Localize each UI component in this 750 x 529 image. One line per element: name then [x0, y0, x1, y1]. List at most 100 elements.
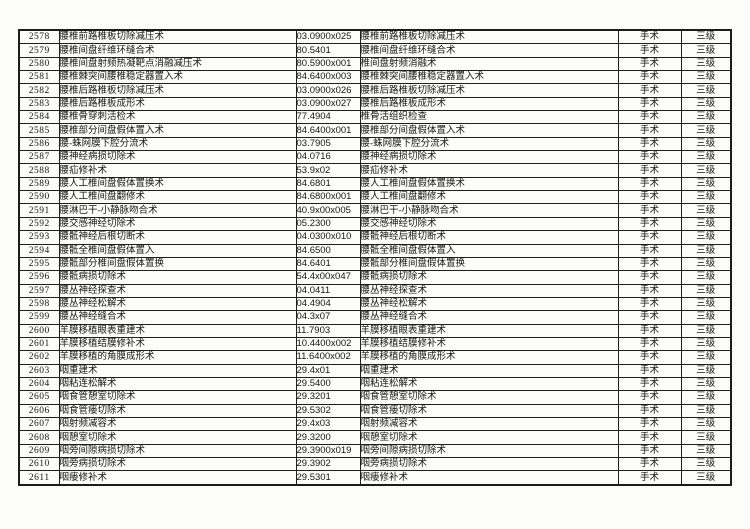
standard-name-cell: 腰丛神经缝合术: [359, 310, 619, 325]
row-number-cell: 2610: [18, 457, 60, 472]
procedure-code-cell: 29.3200: [295, 430, 361, 445]
procedure-code-cell: 84.6401: [295, 256, 361, 272]
procedure-code-cell: 04.0716: [295, 150, 361, 165]
procedure-code-cell: 29.5302: [295, 403, 361, 418]
procedure-code-cell: 29.4x03: [295, 416, 361, 432]
standard-name-cell: 咽粘连松解术: [359, 376, 619, 392]
table-row: 2605 咽食管憩室切除术 29.3201 咽食管憩室切除术 手术 三级: [18, 390, 732, 405]
category-cell: 手术: [617, 403, 682, 418]
level-cell: 三级: [680, 283, 732, 298]
level-cell: 三级: [680, 416, 732, 432]
table-row: 2603 咽重建术 29.4x01 咽重建术 手术 三级: [18, 363, 732, 378]
category-cell: 手术: [617, 176, 682, 192]
standard-name-cell: 腰椎前路椎板切除减压术: [359, 29, 619, 45]
procedure-code-cell: 29.5400: [295, 376, 361, 392]
standard-name-cell: 羊膜移植结膜修补术: [359, 336, 619, 352]
level-cell: 三级: [680, 56, 732, 72]
level-cell: 三级: [680, 363, 732, 378]
level-cell: 三级: [680, 123, 732, 138]
category-cell: 手术: [617, 96, 682, 112]
row-number-cell: 2579: [18, 43, 60, 58]
category-cell: 手术: [617, 430, 682, 445]
procedure-name-cell: 咽憩室切除术: [58, 430, 297, 445]
procedure-name-cell: 羊膜移植眼表重建术: [58, 323, 297, 338]
category-cell: 手术: [617, 43, 682, 58]
level-cell: 三级: [680, 430, 732, 445]
row-number-cell: 2580: [18, 56, 60, 72]
category-cell: 手术: [617, 123, 682, 138]
procedure-code-cell: 04.3x07: [295, 310, 361, 325]
procedure-name-cell: 腰椎间盘射频热凝靶点消融减压术: [58, 56, 297, 72]
procedure-name-cell: 腰椎部分间盘假体置入术: [58, 123, 297, 138]
level-cell: 三级: [680, 443, 732, 459]
row-number-cell: 2602: [18, 350, 60, 365]
table-row: 2608 咽憩室切除术 29.3200 咽憩室切除术 手术 三级: [18, 430, 732, 445]
row-number-cell: 2581: [18, 70, 60, 85]
row-number-cell: 2583: [18, 96, 60, 112]
standard-name-cell: 腰丛神经松解术: [359, 296, 619, 312]
procedure-name-cell: 腰丛神经探查术: [58, 283, 297, 298]
category-cell: 手术: [617, 163, 682, 178]
procedure-name-cell: 咽粘连松解术: [58, 376, 297, 392]
row-number-cell: 2589: [18, 176, 60, 192]
standard-name-cell: 腰椎后路椎板切除减压术: [359, 83, 619, 98]
row-number-cell: 2598: [18, 296, 60, 312]
standard-name-cell: 咽瘘修补术: [359, 470, 619, 486]
procedure-name-cell: 咽旁病损切除术: [58, 457, 297, 472]
row-number-cell: 2591: [18, 203, 60, 218]
table-row: 2578 腰椎前路椎板切除减压术 03.0900x025 腰椎前路椎板切除减压术 手术三…: [18, 29, 732, 45]
procedure-code-cell: 05.2300: [295, 216, 361, 232]
category-cell: 手术: [617, 416, 682, 432]
category-cell: 手术: [617, 336, 682, 352]
category-cell: 手术: [617, 70, 682, 85]
standard-name-cell: 椎骨活组织检查: [359, 110, 619, 125]
procedure-name-cell: 咽瘘修补术: [58, 470, 297, 486]
category-cell: 手术: [617, 190, 682, 205]
table-row: 2611 咽瘘修补术 29.5301 咽瘘修补术 手术 三级: [18, 470, 732, 486]
category-cell: 手术: [617, 216, 682, 232]
procedure-code-cell: 11.6400x002: [295, 350, 361, 365]
standard-name-cell: 咽食管瘘切除术: [359, 403, 619, 418]
level-cell: 三级: [680, 96, 732, 112]
procedure-name-cell: 咽重建术: [58, 363, 297, 378]
table-row: 2601 羊膜移植结膜修补术 10.4400x002 羊膜移植结膜修补术 手术 三级: [18, 336, 732, 352]
table-row: 2585 腰椎部分间盘假体置入术 84.6400x001 腰椎部分间盘假体置入术 手术三…: [18, 123, 732, 138]
level-cell: 三级: [680, 243, 732, 258]
table-row: 2599 腰丛神经缝合术 04.3x07 腰丛神经缝合术 手术 三级: [18, 310, 732, 325]
table-row: 2586 腰-蛛网膜下腔分流术 03.7905 腰-蛛网膜下腔分流术 手术 三级: [18, 136, 732, 152]
level-cell: 三级: [680, 176, 732, 192]
category-cell: 手术: [617, 150, 682, 165]
level-cell: 三级: [680, 216, 732, 232]
procedure-code-cell: 80.5900x001: [295, 56, 361, 72]
standard-name-cell: 咽旁病损切除术: [359, 457, 619, 472]
standard-name-cell: 腰淋巴干-小静脉吻合术: [359, 203, 619, 218]
category-cell: 手术: [617, 390, 682, 405]
procedure-code-cell: 10.4400x002: [295, 336, 361, 352]
procedure-name-cell: 腰骶全椎间盘假体置入: [58, 243, 297, 258]
table-row: 2609 咽旁间隙病损切除术 29.3900x019 咽旁间隙病损切除术 手术 三级: [18, 443, 732, 459]
category-cell: 手术: [617, 470, 682, 486]
table-row: 2606 咽食管瘘切除术 29.5302 咽食管瘘切除术 手术 三级: [18, 403, 732, 418]
procedure-code-cell: 29.4x01: [295, 363, 361, 378]
row-number-cell: 2584: [18, 110, 60, 125]
standard-name-cell: 腰骶神经后根切断术: [359, 230, 619, 245]
table-row: 2593 腰骶神经后根切断术 04.0300x010 腰骶神经后根切断术 手术 三级: [18, 230, 732, 245]
category-cell: 手术: [617, 83, 682, 98]
table-row: 2598 腰丛神经松解术 04.4904 腰丛神经松解术 手术 三级: [18, 296, 732, 312]
standard-name-cell: 羊膜移植的角膜成形术: [359, 350, 619, 365]
procedure-code-cell: 84.6400x003: [295, 70, 361, 85]
procedure-table-body: 2578 腰椎前路椎板切除减压术 03.0900x025 腰椎前路椎板切除减压术 手术三…: [18, 29, 732, 486]
row-number-cell: 2608: [18, 430, 60, 445]
standard-name-cell: 腰骶全椎间盘假体置入: [359, 243, 619, 258]
standard-name-cell: 咽射频减容术: [359, 416, 619, 432]
row-number-cell: 2601: [18, 336, 60, 352]
level-cell: 三级: [680, 203, 732, 218]
row-number-cell: 2607: [18, 416, 60, 432]
level-cell: 三级: [680, 270, 732, 285]
row-number-cell: 2586: [18, 136, 60, 152]
level-cell: 三级: [680, 256, 732, 272]
standard-name-cell: 咽食管憩室切除术: [359, 390, 619, 405]
table-row: 2604 咽粘连松解术 29.5400 咽粘连松解术 手术 三级: [18, 376, 732, 392]
level-cell: 三级: [680, 336, 732, 352]
procedure-table: 2578 腰椎前路椎板切除减压术 03.0900x025 腰椎前路椎板切除减压术 手术三…: [18, 29, 732, 486]
